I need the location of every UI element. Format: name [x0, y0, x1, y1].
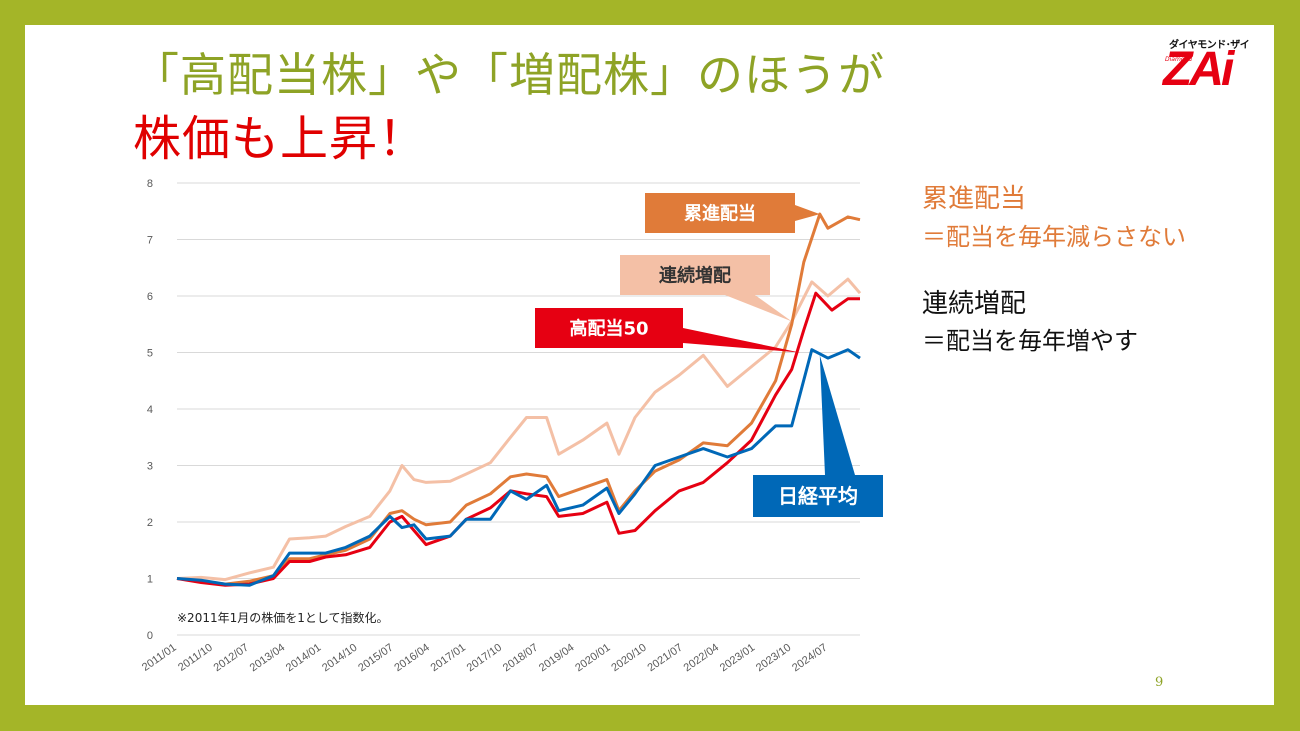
callout-pointer [819, 355, 855, 475]
callout-box [645, 193, 795, 233]
callout-box [620, 255, 770, 295]
x-tick-label: 2014/10 [320, 642, 359, 675]
series-line [176, 348, 861, 587]
legend-desc-consecutive: ＝配当を毎年増やす [922, 327, 1138, 355]
x-tick-label: 2013/04 [248, 642, 287, 675]
callout-label: 累進配当 [684, 202, 756, 224]
callout-pointer [683, 328, 800, 353]
y-tick-label: 2 [147, 517, 153, 529]
zai-logo: ダイヤモンド･ザイ ZAi Diamond [1163, 36, 1263, 96]
x-tick-label: 2011/10 [176, 642, 215, 674]
y-tick-label: 8 [147, 178, 153, 190]
chart-note: ※2011年1月の株価を1として指数化。 [177, 610, 389, 625]
legend-desc-progressive: ＝配当を毎年減らさない [922, 223, 1186, 251]
callout-label: 高配当50 [569, 317, 648, 339]
y-tick-label: 6 [147, 291, 153, 303]
callout-box [753, 475, 883, 517]
x-tick-label: 2017/10 [465, 642, 504, 675]
x-tick-label: 2014/01 [284, 642, 323, 675]
slide-title-line1: 「高配当株」や「増配株」のほうが [133, 48, 885, 102]
series-line [176, 212, 861, 586]
x-tick-label: 2012/07 [212, 642, 251, 675]
legend-heading-progressive: 累進配当 [922, 184, 1027, 214]
x-tick-label: 2023/10 [754, 642, 793, 675]
callout-label: 連続増配 [659, 264, 731, 286]
callout-label: 日経平均 [778, 484, 858, 508]
x-tick-label: 2022/04 [682, 642, 721, 675]
logo-kana: ダイヤモンド･ザイ [1169, 40, 1250, 51]
x-tick-label: 2021/07 [645, 642, 684, 675]
series-line [176, 291, 860, 587]
logo-sub: Diamond [1165, 56, 1193, 63]
slide-title-line2: 株価も上昇！ [133, 111, 428, 167]
slide: 「高配当株」や「増配株」のほうが 株価も上昇！ ダイヤモンド･ザイ ZAi Di… [25, 25, 1274, 705]
legend-heading-consecutive: 連続増配 [922, 289, 1027, 319]
x-tick-label: 2016/04 [392, 642, 431, 675]
y-tick-label: 4 [147, 404, 153, 416]
x-tick-label: 2023/01 [718, 642, 757, 675]
x-tick-label: 2024/07 [790, 642, 829, 675]
x-tick-label: 2019/04 [537, 642, 576, 675]
y-tick-label: 1 [147, 574, 153, 586]
series-line [176, 277, 862, 582]
callout-box [535, 308, 683, 348]
y-tick-label: 7 [147, 235, 153, 247]
y-tick-label: 5 [147, 348, 153, 360]
x-tick-label: 2015/07 [356, 642, 395, 675]
x-tick-label: 2020/01 [573, 642, 612, 675]
x-tick-label: 2017/01 [429, 642, 468, 675]
line-chart: 0123456782011/012011/102012/072013/04201… [140, 178, 883, 675]
x-tick-label: 2011/01 [140, 642, 179, 674]
y-tick-label: 3 [147, 461, 153, 473]
page-number: 9 [1155, 675, 1164, 690]
x-tick-label: 2020/10 [609, 642, 648, 675]
callout-pointer [795, 205, 820, 221]
y-tick-label: 0 [147, 630, 153, 642]
logo-main: ZAi [1163, 43, 1234, 96]
callout-pointer [725, 295, 792, 322]
x-tick-label: 2018/07 [501, 642, 540, 675]
